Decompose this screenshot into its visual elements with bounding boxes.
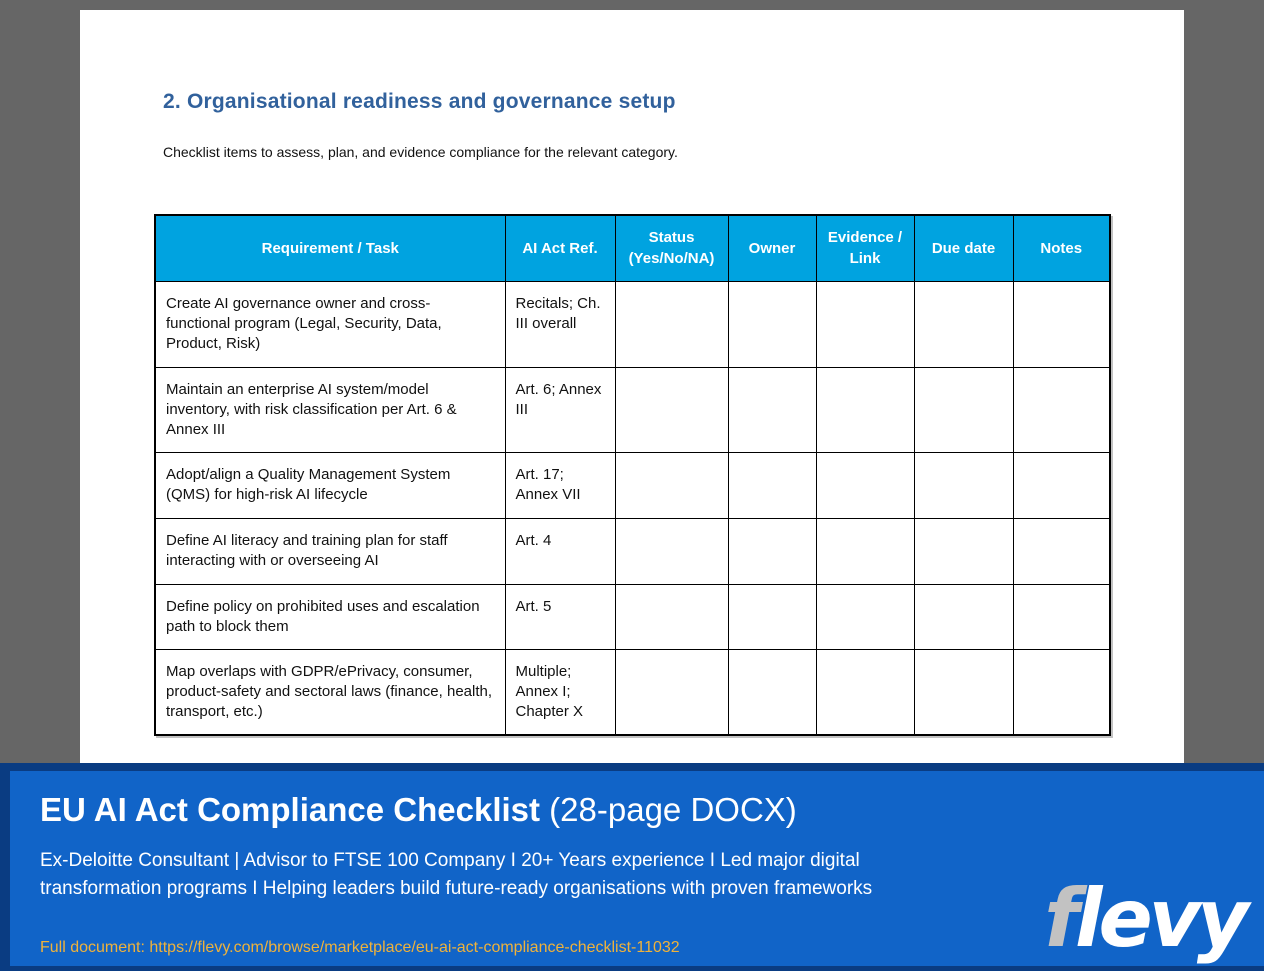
cell-evidence xyxy=(815,517,915,585)
cell-ref: Art. 17; Annex VII xyxy=(504,451,616,519)
section-heading: 2. Organisational readiness and governan… xyxy=(163,90,676,113)
cell-task: Create AI governance owner and cross-fun… xyxy=(154,280,506,368)
table-row: Adopt/align a Quality Management System … xyxy=(154,451,1111,519)
cell-due-date xyxy=(913,648,1014,736)
banner-tagline: Ex-Deloitte Consultant | Advisor to FTSE… xyxy=(40,850,873,899)
cell-notes xyxy=(1012,583,1111,650)
cell-due-date xyxy=(913,451,1014,519)
cell-owner xyxy=(727,517,817,585)
cell-due-date xyxy=(913,517,1014,585)
cell-owner xyxy=(727,648,817,736)
section-intro: Checklist items to assess, plan, and evi… xyxy=(163,144,678,160)
checklist-table-wrapper: Requirement / Task AI Act Ref. Status (Y… xyxy=(154,214,1111,736)
banner-title-product: EU AI Act Compliance Checklist xyxy=(40,791,541,828)
table-row: Define AI literacy and training plan for… xyxy=(154,517,1111,585)
cell-evidence xyxy=(815,280,915,368)
flevy-logo: flevy xyxy=(1044,871,1249,966)
checklist-table: Requirement / Task AI Act Ref. Status (Y… xyxy=(154,214,1111,736)
table-row: Maintain an enterprise AI system/model i… xyxy=(154,366,1111,453)
cell-due-date xyxy=(913,583,1014,650)
table-row: Create AI governance owner and cross-fun… xyxy=(154,280,1111,368)
table-row: Define policy on prohibited uses and esc… xyxy=(154,583,1111,650)
cell-evidence xyxy=(815,451,915,519)
document-page: 2. Organisational readiness and governan… xyxy=(80,10,1184,763)
table-header-row: Requirement / Task AI Act Ref. Status (Y… xyxy=(154,214,1111,282)
cell-notes xyxy=(1012,517,1111,585)
banner-title: EU AI Act Compliance Checklist (28-page … xyxy=(40,791,797,829)
marketing-banner: EU AI Act Compliance Checklist (28-page … xyxy=(10,771,1264,966)
cell-notes xyxy=(1012,451,1111,519)
header-requirement-task: Requirement / Task xyxy=(154,214,506,282)
cell-notes xyxy=(1012,648,1111,736)
cell-owner xyxy=(727,366,817,453)
cell-ref: Recitals; Ch. III overall xyxy=(504,280,616,368)
header-notes: Notes xyxy=(1012,214,1111,282)
cell-notes xyxy=(1012,280,1111,368)
cell-status xyxy=(614,366,729,453)
cell-evidence xyxy=(815,648,915,736)
cell-evidence xyxy=(815,583,915,650)
cell-evidence xyxy=(815,366,915,453)
cell-status xyxy=(614,451,729,519)
cell-ref: Art. 4 xyxy=(504,517,616,585)
cell-owner xyxy=(727,280,817,368)
cell-due-date xyxy=(913,280,1014,368)
cell-ref: Art. 5 xyxy=(504,583,616,650)
header-due-date: Due date xyxy=(913,214,1014,282)
cell-owner xyxy=(727,583,817,650)
banner-title-format: (28-page DOCX) xyxy=(540,791,797,828)
flevy-logo-levy: levy xyxy=(1075,872,1249,965)
table-row: Map overlaps with GDPR/ePrivacy, consume… xyxy=(154,648,1111,736)
cell-due-date xyxy=(913,366,1014,453)
cell-status xyxy=(614,517,729,585)
flevy-logo-f: f xyxy=(1044,872,1079,965)
cell-owner xyxy=(727,451,817,519)
cell-status xyxy=(614,648,729,736)
cell-status xyxy=(614,280,729,368)
cell-status xyxy=(614,583,729,650)
cell-task: Define AI literacy and training plan for… xyxy=(154,517,506,585)
full-document-link-url[interactable]: https://flevy.com/browse/marketplace/eu-… xyxy=(149,939,680,956)
cell-task: Define policy on prohibited uses and esc… xyxy=(154,583,506,650)
header-evidence-link: Evidence / Link xyxy=(815,214,915,282)
cell-ref: Multiple; Annex I; Chapter X xyxy=(504,648,616,736)
marketing-banner-frame: EU AI Act Compliance Checklist (28-page … xyxy=(0,763,1264,971)
header-owner: Owner xyxy=(727,214,817,282)
cell-notes xyxy=(1012,366,1111,453)
full-document-link-prefix: Full document: xyxy=(40,939,150,956)
cell-task: Adopt/align a Quality Management System … xyxy=(154,451,506,519)
full-document-link[interactable]: Full document: https://flevy.com/browse/… xyxy=(40,939,680,957)
header-ai-act-ref: AI Act Ref. xyxy=(504,214,616,282)
cell-task: Maintain an enterprise AI system/model i… xyxy=(154,366,506,453)
header-status: Status (Yes/No/NA) xyxy=(614,214,729,282)
cell-ref: Art. 6; Annex III xyxy=(504,366,616,453)
cell-task: Map overlaps with GDPR/ePrivacy, consume… xyxy=(154,648,506,736)
